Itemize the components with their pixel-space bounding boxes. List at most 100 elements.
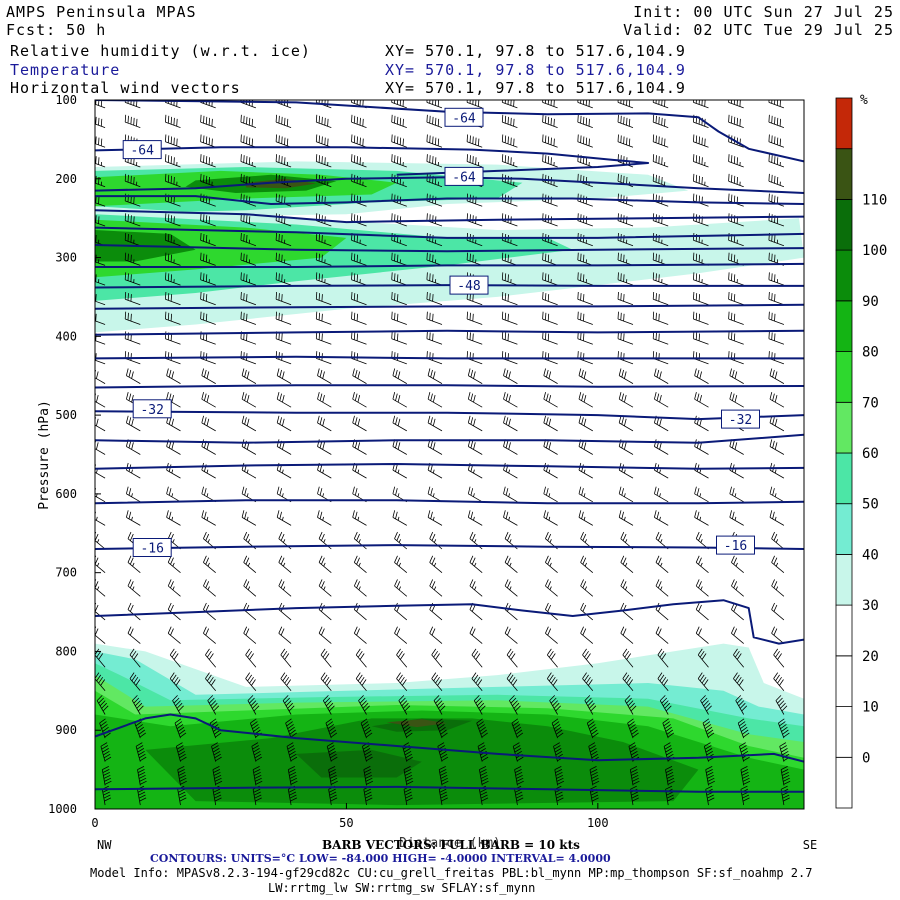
wind-barb: [318, 626, 332, 644]
wind-barb: [351, 100, 367, 109]
wind-barb: [353, 579, 367, 597]
wind-barb: [95, 294, 106, 306]
wind-barb: [243, 579, 257, 597]
wind-barb: [652, 134, 669, 148]
wind-barb: [501, 114, 518, 128]
temperature-contour: [95, 355, 804, 360]
wind-barb: [618, 510, 634, 526]
colorbar-swatch: [835, 351, 853, 403]
wind-barb: [328, 766, 338, 786]
wind-barb: [358, 695, 370, 715]
wind-barb: [693, 311, 709, 325]
wind-barb: [501, 311, 518, 325]
wind-barb: [705, 785, 715, 806]
wind-barb: [694, 510, 709, 526]
wind-barb: [622, 672, 634, 692]
contour-label-box: [444, 166, 484, 186]
wind-barb: [394, 579, 408, 597]
temperature-contour: [95, 146, 650, 176]
wind-barb: [503, 439, 518, 455]
wind-barb: [351, 154, 367, 168]
wind-barb: [352, 486, 367, 503]
wind-barb: [511, 718, 524, 739]
wind-barb: [280, 672, 292, 692]
wind-barb: [95, 136, 106, 148]
wind-barb: [768, 331, 785, 345]
wind-barb: [326, 742, 338, 762]
wind-barb: [729, 439, 744, 455]
wind-barb: [728, 232, 744, 247]
wind-barb: [618, 368, 634, 384]
wind-barb: [652, 311, 669, 325]
wind-barb: [95, 254, 106, 266]
wind-barb: [124, 213, 141, 227]
wind-barb: [166, 368, 181, 384]
temperature-contour: [95, 209, 804, 224]
wind-barb: [729, 510, 744, 526]
contour-label: -32: [729, 413, 752, 428]
wind-barb: [617, 351, 634, 365]
wind-barb: [469, 579, 483, 597]
y-tick-label: 200: [55, 172, 77, 186]
rh-region: [296, 749, 422, 778]
wind-barb: [503, 368, 518, 384]
wind-barb: [392, 439, 407, 455]
wind-barb: [471, 672, 483, 692]
wind-barb: [700, 695, 712, 715]
wind-barb: [503, 486, 518, 503]
wind-barb: [275, 134, 292, 148]
colorbar-swatch: [835, 97, 853, 150]
wind-barb: [126, 510, 141, 526]
wind-barb: [427, 439, 443, 455]
wind-barb: [392, 510, 407, 526]
wind-barb: [771, 531, 785, 550]
wind-barb: [243, 531, 257, 550]
wind-barb: [240, 154, 257, 168]
wind-barb: [617, 100, 634, 109]
wind-barb: [466, 213, 483, 227]
wind-barb: [546, 672, 558, 692]
wind-barb: [169, 672, 181, 692]
wind-barb: [729, 368, 744, 384]
x-axis-label: Distance (km): [399, 836, 501, 851]
wind-barb: [318, 579, 332, 597]
wind-barb: [275, 100, 292, 109]
colorbar-tick-label: 70: [862, 395, 879, 411]
wind-barb: [628, 742, 640, 762]
wind-barb: [355, 648, 367, 668]
field-xy-temperature: XY= 570.1, 97.8 to 517.6,104.9: [385, 61, 686, 79]
wind-barb: [694, 486, 709, 503]
wind-barb: [654, 462, 669, 479]
wind-barb: [655, 626, 669, 644]
wind-barb: [320, 648, 332, 668]
wind-barb: [662, 718, 675, 739]
wind-barb: [203, 626, 216, 644]
wind-barb: [240, 114, 257, 128]
temperature-contour: [95, 499, 804, 505]
wind-barb: [503, 510, 518, 526]
wind-barb: [427, 368, 443, 384]
wind-barb: [577, 252, 593, 266]
wind-barb: [96, 695, 109, 715]
wind-barb: [240, 213, 257, 227]
wind-barb: [693, 351, 709, 365]
temperature-contour: [95, 384, 804, 389]
wind-barb: [768, 154, 785, 168]
wind-barb: [240, 193, 257, 207]
wind-barb: [467, 439, 483, 455]
wind-barb: [280, 648, 292, 668]
field-xy-rh: XY= 570.1, 97.8 to 517.6,104.9: [385, 42, 686, 60]
wind-barb: [728, 272, 744, 286]
temperature-contour: [95, 303, 804, 310]
wind-barb: [166, 439, 181, 455]
wind-barb: [695, 579, 709, 597]
wind-barb: [542, 114, 558, 128]
wind-barb: [771, 555, 785, 574]
wind-barb: [771, 579, 785, 597]
wind-barb: [504, 531, 518, 550]
wind-barb: [729, 462, 744, 479]
wind-barb: [479, 766, 489, 786]
wind-barb: [504, 626, 518, 644]
wind-barb: [622, 648, 634, 668]
wind-barb: [169, 648, 181, 668]
